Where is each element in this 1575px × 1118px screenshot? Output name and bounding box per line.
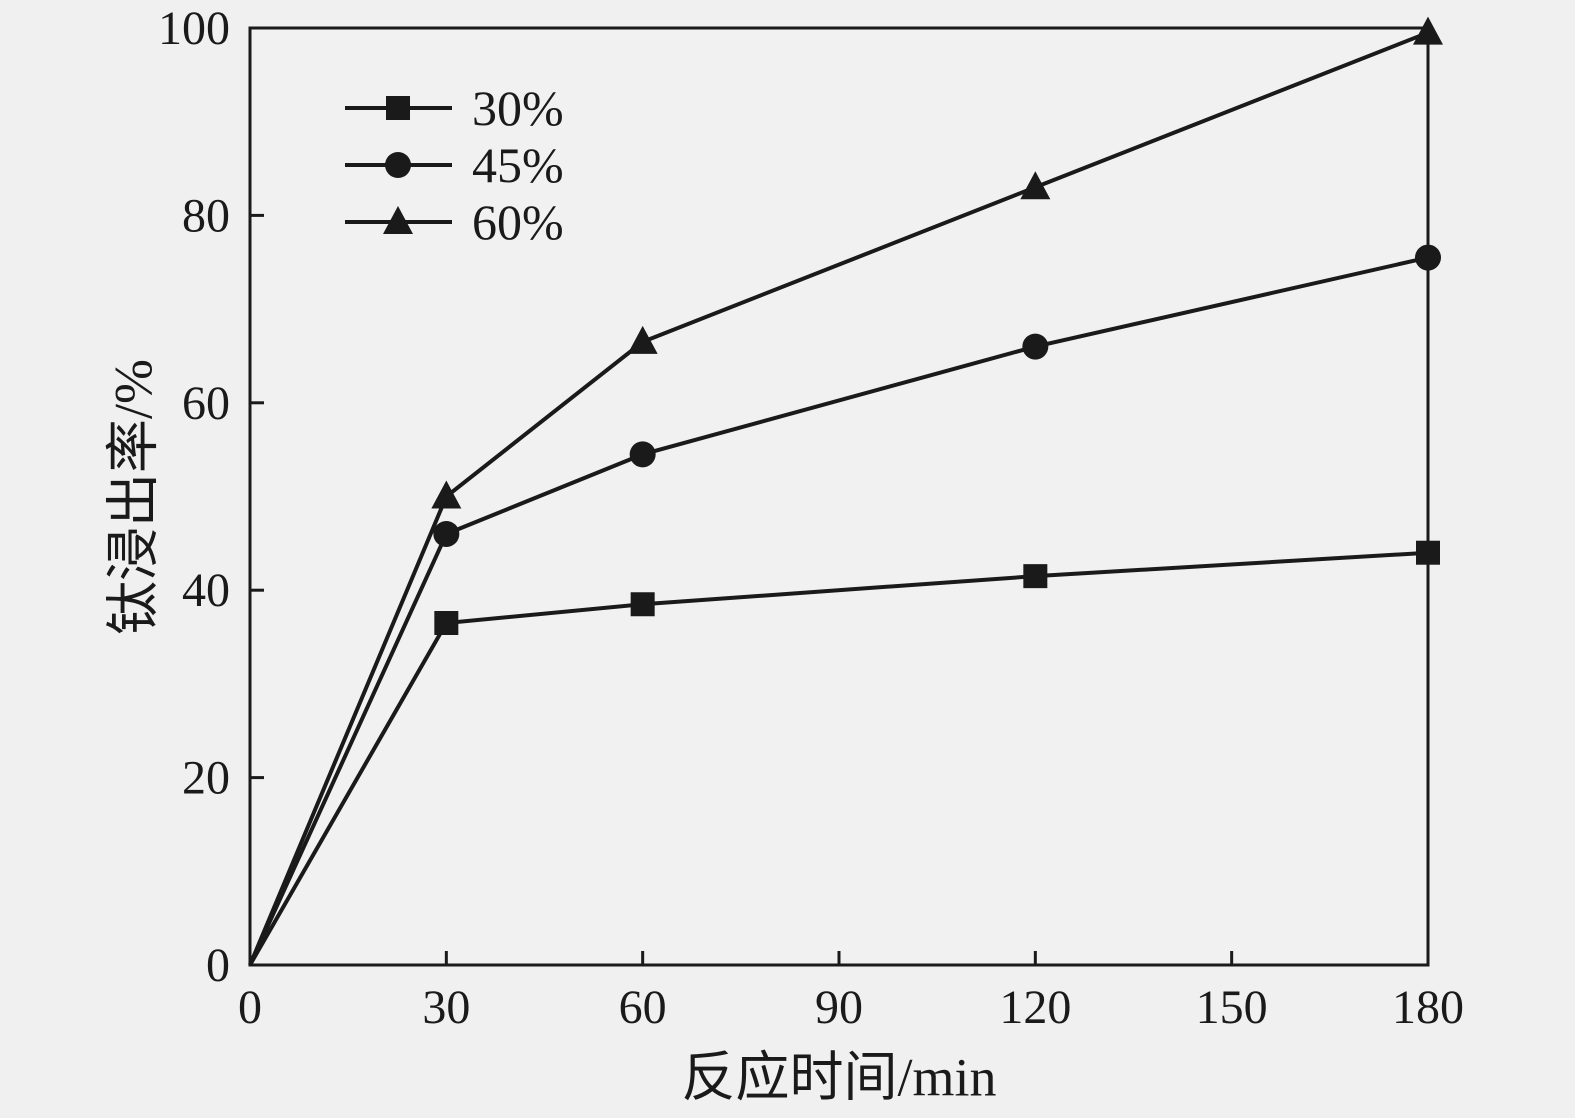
series-45%: [248, 244, 1441, 966]
legend-label: 30%: [472, 80, 564, 136]
circle-marker: [1415, 244, 1441, 271]
legend-label: 45%: [472, 137, 564, 193]
x-tick-label: 30: [422, 981, 470, 1034]
y-tick-label: 60: [182, 377, 230, 430]
triangle-marker: [627, 325, 658, 354]
square-marker: [386, 96, 410, 120]
series-60%: [248, 16, 1443, 966]
circle-marker: [433, 520, 460, 547]
series-30%: [248, 540, 1440, 966]
circle-marker: [385, 152, 411, 178]
legend-label: 60%: [472, 194, 564, 250]
y-axis-label: 钛浸出率/%: [103, 359, 164, 635]
triangle-marker: [431, 480, 462, 509]
x-tick-label: 0: [238, 981, 262, 1034]
triangle-marker: [1020, 171, 1051, 200]
triangle-marker: [1413, 16, 1443, 45]
circle-marker: [629, 441, 656, 468]
square-marker: [630, 592, 655, 617]
y-tick-label: 0: [206, 939, 230, 992]
x-tick-label: 120: [999, 981, 1071, 1034]
circle-marker: [1022, 333, 1049, 360]
y-tick-label: 100: [158, 2, 230, 55]
y-tick-label: 20: [182, 752, 230, 805]
x-tick-label: 90: [815, 981, 863, 1034]
x-axis-label: 反应时间/min: [681, 1047, 997, 1108]
y-tick-label: 80: [182, 189, 230, 242]
y-tick-label: 40: [182, 564, 230, 617]
square-marker: [1023, 564, 1048, 589]
legend: 30%45%60%: [345, 80, 564, 250]
plot-area: [248, 26, 1430, 967]
x-tick-label: 60: [619, 981, 667, 1034]
x-tick-label: 150: [1196, 981, 1268, 1034]
square-marker: [434, 610, 459, 635]
triangle-marker: [383, 206, 413, 234]
x-tick-label: 180: [1392, 981, 1464, 1034]
square-marker: [1416, 540, 1440, 565]
